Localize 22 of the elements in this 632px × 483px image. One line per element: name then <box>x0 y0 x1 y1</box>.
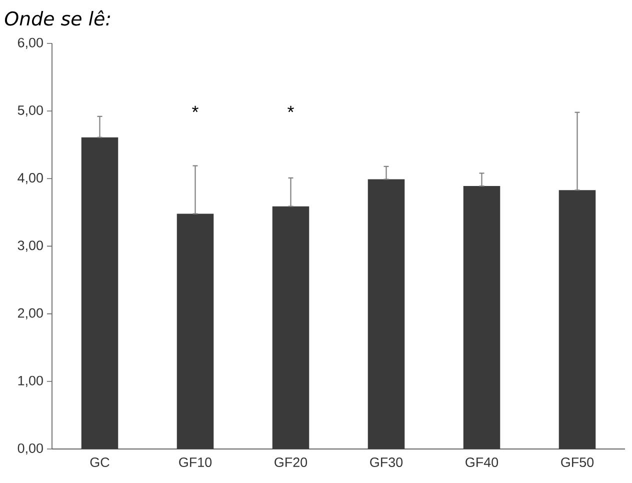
bar <box>368 179 405 449</box>
x-tick-label: GF20 <box>274 458 308 468</box>
y-tick-label: 3,00 <box>18 240 43 252</box>
x-tick-label: GC <box>90 458 110 468</box>
y-tick-label: 6,00 <box>18 38 43 49</box>
y-tick-label: 4,00 <box>18 173 43 184</box>
annotation: * <box>192 106 198 112</box>
y-tick-label: 2,00 <box>18 308 43 320</box>
y-tick-label: 0,00 <box>18 443 43 455</box>
bar <box>558 190 596 449</box>
y-tick-label: 5,00 <box>18 105 43 117</box>
bar <box>81 137 118 449</box>
x-tick-label: GF30 <box>370 458 403 468</box>
bar <box>463 186 500 449</box>
bar <box>176 214 214 449</box>
chart-title: Onde se lê: <box>4 10 110 26</box>
x-tick-label: GF50 <box>561 458 594 468</box>
y-tick-label: 1,00 <box>18 376 43 387</box>
annotation: * <box>288 106 294 112</box>
bar <box>272 206 310 449</box>
x-tick-label: GF10 <box>179 458 212 468</box>
x-tick-label: GF40 <box>466 458 498 468</box>
